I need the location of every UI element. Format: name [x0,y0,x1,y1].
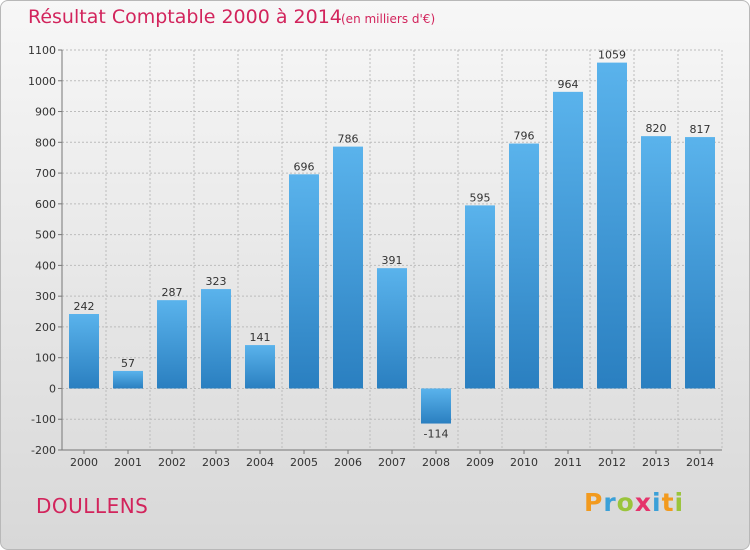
data-label-2007: 391 [382,254,403,267]
y-tick-label: 600 [35,198,56,211]
brand-letter: t [661,488,675,517]
y-tick-label: -100 [31,413,56,426]
bar-2010 [509,143,539,389]
data-label-2002: 287 [162,286,183,299]
x-tick-label: 2004 [246,456,274,469]
y-tick-label: 800 [35,136,56,149]
y-tick-label: -200 [31,444,56,457]
bar-2002 [157,300,187,389]
x-tick-label: 2006 [334,456,362,469]
axes: -200 -100 0 100 200 300 400 500 600 700 800 900 1000… [28,44,722,469]
data-label-2004: 141 [250,331,271,344]
brand-letter: x [634,488,652,517]
bar-2001 [113,370,143,389]
bar-2011 [553,91,583,389]
bars [69,62,715,424]
y-tick-label: 1000 [28,75,56,88]
data-label-2014: 817 [690,123,711,136]
y-tick-label: 700 [35,167,56,180]
data-label-2011: 964 [558,78,579,91]
y-tick-label: 500 [35,229,56,242]
data-labels: 242 57 287 323 141 696 786 391 -114 595 796 964 1059… [74,49,711,441]
brand-letter: o [616,488,635,517]
data-label-2003: 323 [206,275,227,288]
chart-subtitle: (en milliers d'€) [341,12,436,26]
y-tick-label: 400 [35,259,56,272]
y-tick-label: 0 [49,382,56,395]
bar-2004 [245,345,275,389]
data-label-2010: 796 [514,130,535,143]
data-label-2006: 786 [338,133,359,146]
bar-2009 [465,205,495,389]
x-tick-label: 2012 [598,456,626,469]
data-label-2000: 242 [74,300,95,313]
bar-2006 [333,146,363,389]
x-tick-label: 2010 [510,456,538,469]
proxiti-logo[interactable]: Proxiti [584,488,684,517]
y-tick-label: 300 [35,290,56,303]
y-tick-label: 900 [35,106,56,119]
bar-2008 [421,388,451,424]
x-tick-label: 2014 [686,456,714,469]
data-label-2013: 820 [646,122,667,135]
brand-letter: i [652,488,662,517]
x-tick-label: 2007 [378,456,406,469]
data-label-2008: -114 [424,428,449,441]
brand-letter: r [603,488,617,517]
bar-2014 [685,137,715,389]
y-tick-label: 1100 [28,44,56,57]
brand-letter: P [584,488,604,517]
bar-2000 [69,314,99,389]
x-tick-label: 2000 [70,456,98,469]
x-tick-label: 2013 [642,456,670,469]
data-label-2009: 595 [470,191,491,204]
bar-2007 [377,268,407,389]
data-label-2001: 57 [121,357,135,370]
x-tick-label: 2005 [290,456,318,469]
brand-letter: i [674,488,685,517]
x-tick-label: 2009 [466,456,494,469]
y-tick-label: 100 [35,352,56,365]
x-tick-label: 2002 [158,456,186,469]
bar-2005 [289,174,319,389]
data-label-2012: 1059 [598,49,626,62]
chart-title: Résultat Comptable 2000 à 2014 [28,6,342,28]
bar-2012 [597,62,627,389]
x-tick-label: 2003 [202,456,230,469]
y-tick-label: 200 [35,321,56,334]
x-tick-label: 2008 [422,456,450,469]
bar-2003 [201,289,231,389]
bar-2013 [641,136,671,389]
x-tick-label: 2011 [554,456,582,469]
x-tick-label: 2001 [114,456,142,469]
commune-name: DOULLENS [36,494,149,518]
data-label-2005: 696 [294,160,315,173]
